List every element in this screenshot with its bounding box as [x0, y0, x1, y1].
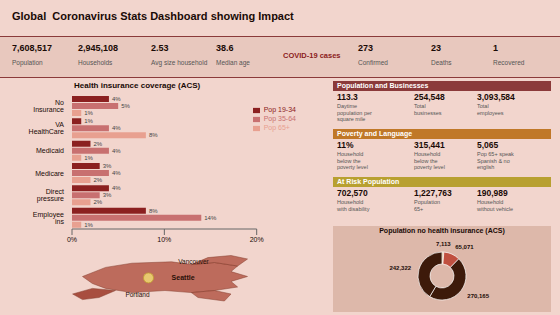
html-text:Pop 65+: Pop 65+	[263, 124, 290, 131]
html-text:190,989: 190,989	[477, 188, 508, 198]
svg-text:4%: 4%	[112, 148, 121, 154]
html-text:2.53: 2.53	[151, 43, 169, 53]
html-text:1,227,763: 1,227,763	[414, 188, 452, 198]
html-text:Recovered: Recovered	[493, 59, 525, 66]
html-text:1: 1	[493, 43, 498, 53]
html-text:11%: 11%	[337, 140, 354, 150]
html-text:Pop 35-64: Pop 35-64	[263, 115, 296, 122]
svg-text:14%: 14%	[204, 215, 217, 221]
html-text:Deaths: Deaths	[431, 59, 452, 66]
html-text:Confirmed: Confirmed	[358, 59, 388, 66]
html-text:315,441: 315,441	[414, 140, 445, 150]
html-text:Population 65+: Population 65+	[414, 199, 440, 212]
svg-text:1%: 1%	[84, 222, 93, 228]
svg-text:4%: 4%	[112, 185, 121, 191]
svg-text:Seattle: Seattle	[172, 274, 195, 281]
html-text:Pop 65+ speak Spanish & no eng: Pop 65+ speak Spanish & no english	[477, 151, 514, 170]
svg-text:NoInsurance: NoInsurance	[33, 99, 64, 113]
svg-text:4%: 4%	[112, 96, 121, 102]
svg-text:Medicaid: Medicaid	[36, 147, 64, 154]
svg-text:2%: 2%	[93, 141, 102, 147]
svg-text:1%: 1%	[84, 110, 93, 116]
svg-text:Medicare: Medicare	[35, 170, 64, 177]
html-text:Household without vehicle: Household without vehicle	[477, 199, 514, 212]
html-text:Household with disability: Household with disability	[337, 199, 370, 212]
svg-text:65,071: 65,071	[455, 244, 474, 250]
html-text:At Risk Population: At Risk Population	[337, 178, 400, 185]
html-text:Household below the poverty le: Household below the poverty level	[414, 151, 445, 170]
svg-text:3%: 3%	[103, 192, 112, 198]
svg-text:8%: 8%	[149, 132, 158, 138]
html-text:702,570: 702,570	[337, 188, 368, 198]
html-text:Household below the poverty le: Household below the poverty level	[337, 151, 368, 170]
svg-text:2%: 2%	[93, 177, 102, 183]
svg-text:1%: 1%	[84, 155, 93, 161]
svg-text:Employeeins: Employeeins	[33, 211, 65, 225]
svg-text:2%: 2%	[93, 199, 102, 205]
svg-text:270,165: 270,165	[467, 293, 489, 299]
html-text:254,548: 254,548	[414, 92, 445, 102]
svg-text:242,322: 242,322	[389, 265, 411, 271]
svg-text:4%: 4%	[112, 125, 121, 131]
html-text:38.6: 38.6	[216, 43, 234, 53]
html-text:Population: Population	[12, 59, 43, 66]
html-text:Total businesses: Total businesses	[414, 103, 442, 116]
svg-text:8%: 8%	[149, 208, 158, 214]
html-text:Daytime population per square: Daytime population per square mile	[337, 103, 372, 122]
html-text:5,065: 5,065	[477, 140, 499, 150]
html-text:Total employees: Total employees	[477, 103, 504, 116]
svg-text:20%: 20%	[250, 236, 264, 243]
html-text:Avg size household: Avg size household	[151, 59, 208, 66]
html-text:Population no health insurance: Population no health insurance (ACS)	[379, 227, 505, 234]
svg-text:1%: 1%	[84, 118, 93, 124]
html-text:Pop 19-34: Pop 19-34	[263, 106, 296, 113]
svg-text:0%: 0%	[67, 236, 77, 243]
svg-text:3%: 3%	[103, 163, 112, 169]
svg-text:Vancouver: Vancouver	[178, 258, 209, 265]
html-text:273: 273	[358, 43, 373, 53]
svg-text:Portland: Portland	[125, 291, 150, 298]
html-text:Global Coronavirus Stats Dashb: Global Coronavirus Stats Dashboard showi…	[12, 10, 294, 22]
svg-text:10%: 10%	[157, 236, 171, 243]
svg-text:5%: 5%	[121, 103, 130, 109]
html-text:113.3: 113.3	[337, 92, 358, 102]
svg-text:Directpressure: Directpressure	[37, 188, 64, 203]
html-text:3,093,584: 3,093,584	[477, 92, 515, 102]
html-text:Poverty and Language: Poverty and Language	[337, 130, 413, 137]
html-text:Health insurance coverage (ACS: Health insurance coverage (ACS)	[74, 81, 201, 90]
html-text:COVID-19 cases: COVID-19 cases	[283, 51, 341, 60]
html-text:2,945,108: 2,945,108	[78, 43, 118, 53]
html-text:Population and Businesses: Population and Businesses	[337, 82, 429, 89]
svg-text:7,113: 7,113	[436, 241, 451, 247]
html-text:23: 23	[431, 43, 441, 53]
html-text:Households: Households	[78, 59, 113, 66]
html-text:Median age: Median age	[216, 59, 250, 66]
html-text:7,608,517: 7,608,517	[12, 43, 52, 53]
svg-text:4%: 4%	[112, 170, 121, 176]
svg-text:VAHealthCare: VAHealthCare	[29, 121, 65, 135]
